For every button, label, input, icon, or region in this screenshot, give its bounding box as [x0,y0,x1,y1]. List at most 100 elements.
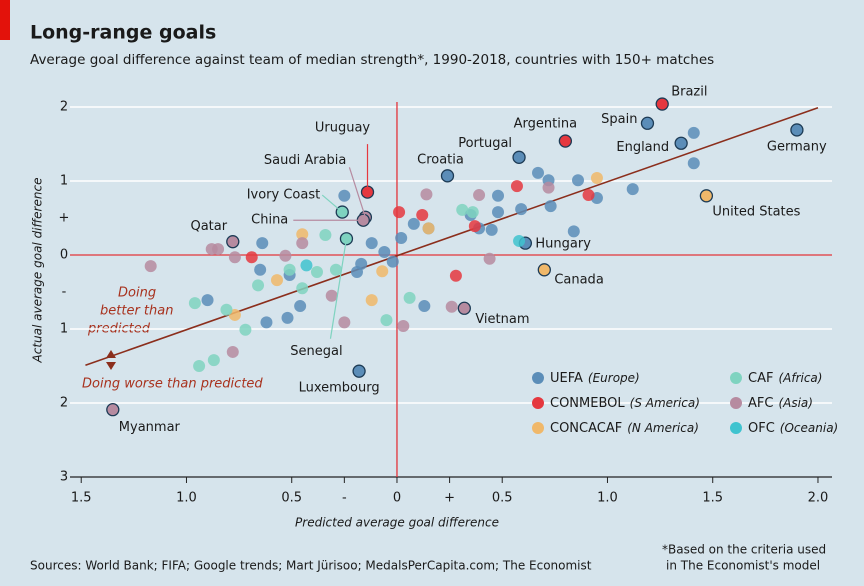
point [582,189,595,202]
point [473,189,486,202]
point [380,314,393,327]
y-axis-label: Actual average goal difference [31,178,45,364]
point-label: Germany [767,139,827,154]
point [485,223,498,236]
y-tick-label: 2 [60,396,68,411]
point-label: Brazil [671,85,707,100]
legend-region: (S America) [630,396,700,410]
legend-swatch [730,397,742,409]
legend-swatch [532,422,544,434]
point [338,189,351,202]
point [193,360,206,372]
x-tick-label: 0.5 [281,491,302,506]
point [510,180,523,193]
point-label: Myanmar [119,420,181,435]
point [420,188,433,201]
legend-item: CAF (Africa) [730,371,822,386]
point [483,252,496,265]
chart-title: Long-range goals [30,22,216,44]
point [254,263,267,276]
point-label: Portugal [458,136,512,151]
point [640,116,655,130]
point [512,150,526,164]
point [296,237,309,250]
point [338,316,351,329]
y-tick-label: 2 [60,100,68,115]
legend-label: OFC (Oceania) [748,421,838,436]
leader-line [329,238,348,339]
point [144,260,157,273]
point [319,229,332,242]
legend-item: AFC (Asia) [730,396,813,411]
point-label: Qatar [190,219,227,234]
point-label: United States [712,204,800,219]
point [239,323,252,336]
footnote: in The Economist's model [666,559,820,573]
x-tick-label: - [342,491,347,506]
arrow-up [106,350,116,358]
point [674,136,688,150]
legend-name: CAF [748,371,773,386]
point [350,266,363,279]
point [515,203,528,216]
source: Sources: World Bank; FIFA; Google trends… [30,559,592,573]
x-tick-label: 1.5 [71,491,92,506]
point [207,354,220,367]
point [590,172,603,185]
point-label: Argentina [514,117,577,132]
x-tick-label: 1.0 [597,491,618,506]
point [492,206,505,219]
point [466,206,479,219]
legend-label: UEFA (Europe) [550,371,640,386]
x-tick-label: + [444,491,455,506]
legend-region: (Europe) [588,371,640,385]
point [281,311,294,324]
chart-subtitle: Average goal difference against team of … [30,52,714,68]
legend-label: AFC (Asia) [748,396,813,411]
point [422,222,435,235]
point [329,263,342,276]
point [212,243,225,256]
point [260,316,273,329]
y-tick-label: 0 [60,248,68,263]
point [456,203,469,216]
point-label: England [616,140,669,155]
legend-label: CONMEBOL (S America) [550,396,700,411]
point [376,265,389,278]
legend-swatch [532,397,544,409]
y-tick-label: 3 [60,470,68,485]
point-label: Senegal [290,344,342,359]
point [537,263,551,277]
legend-region: (Oceania) [780,421,838,435]
point [790,123,804,137]
point [687,126,700,139]
x-tick-label: 1.5 [702,491,723,506]
point [544,200,557,213]
legend-item: CONMEBOL (S America) [532,396,700,411]
point [201,294,214,307]
y-tick-label: 1 [60,174,68,189]
point-label: China [251,213,288,228]
legend-name: CONCACAF [550,421,622,436]
point [256,237,269,250]
x-tick-label: 2.0 [808,491,829,506]
annotation: Doing worse than predicted [82,377,263,392]
point [687,157,700,170]
point [445,300,458,313]
point-label: Canada [554,272,603,287]
point [513,234,526,247]
point [283,263,296,276]
point [397,320,410,333]
legend-label: CAF (Africa) [748,371,822,386]
point [270,274,283,287]
point [386,255,399,268]
annotation: better than [100,304,173,319]
legend-region: (N America) [627,421,699,435]
legend-name: AFC [748,396,773,411]
legend-swatch [532,372,544,384]
point [626,183,639,196]
point [352,364,366,378]
point-label: Spain [601,112,637,127]
point [393,206,406,219]
